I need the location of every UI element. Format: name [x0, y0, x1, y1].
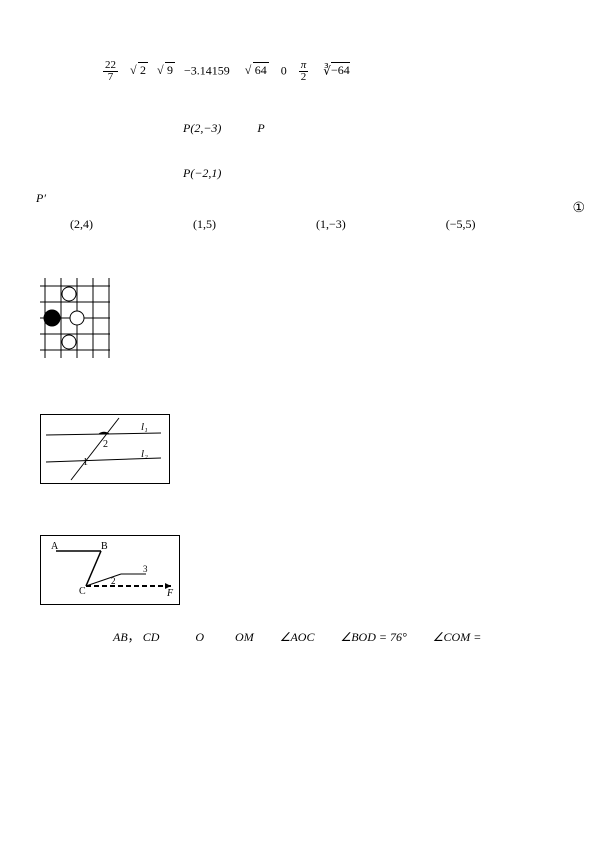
option-c: (1,−3)	[316, 215, 346, 234]
angle-AOC: ∠AOC	[280, 630, 315, 644]
angle-1-label: 1	[83, 457, 88, 468]
fraction-22-7: 22 7	[103, 60, 118, 83]
angle-BOD: ∠BOD = 76°	[340, 630, 406, 644]
AB-label: AB	[113, 630, 128, 644]
q3-pprime: P′	[30, 189, 565, 208]
option-d: (−5,5)	[446, 215, 476, 234]
q1-expressions: 22 7 2 9 −3.14159 64 0 π 2 ∛−64	[30, 60, 565, 83]
option-b: (1,5)	[193, 215, 216, 234]
pi-over-2: π 2	[299, 60, 309, 83]
l1-label: l₁	[141, 421, 148, 433]
q2-line: P(2,−3) P	[30, 119, 565, 138]
parallel-lines-diagram: l₁ l₂ 2 1	[40, 414, 170, 484]
sqrt-64: 64	[245, 61, 269, 80]
neg-pi-approx: −3.14159	[184, 63, 230, 77]
label-F: F	[166, 588, 174, 599]
point-p23: P(2,−3)	[183, 121, 221, 135]
O-label: O	[195, 630, 204, 644]
label-C: C	[79, 586, 86, 597]
OM-label: OM	[235, 630, 254, 644]
option-a: (2,4)	[70, 215, 93, 234]
q7-line: AB， CD O OM ∠AOC ∠BOD = 76° ∠COM =	[30, 628, 565, 647]
marker-1: ①	[572, 200, 585, 217]
label-2: 2	[111, 576, 116, 586]
CD-label: CD	[143, 630, 160, 644]
q3-options: (2,4) (1,5) (1,−3) (−5,5)	[30, 215, 565, 234]
sqrt-9: 9	[157, 61, 175, 80]
label-3: 3	[143, 564, 148, 574]
zero: 0	[281, 63, 287, 77]
angle-COM: ∠COM =	[433, 630, 482, 644]
cbrt-neg64: ∛−64	[323, 62, 349, 77]
point-p-neg21: P(−2,1)	[183, 166, 221, 180]
label-B: B	[101, 541, 108, 552]
l2-label: l₂	[141, 448, 148, 460]
angle-2-label: 2	[103, 439, 108, 450]
go-grid-diagram	[40, 278, 110, 358]
label-A: A	[51, 541, 59, 552]
sqrt-2: 2	[130, 61, 148, 80]
p-label: P	[257, 121, 264, 135]
q3-line: P(−2,1)	[30, 164, 565, 183]
abc-geometry-diagram: A B C F 2 3	[40, 535, 180, 605]
